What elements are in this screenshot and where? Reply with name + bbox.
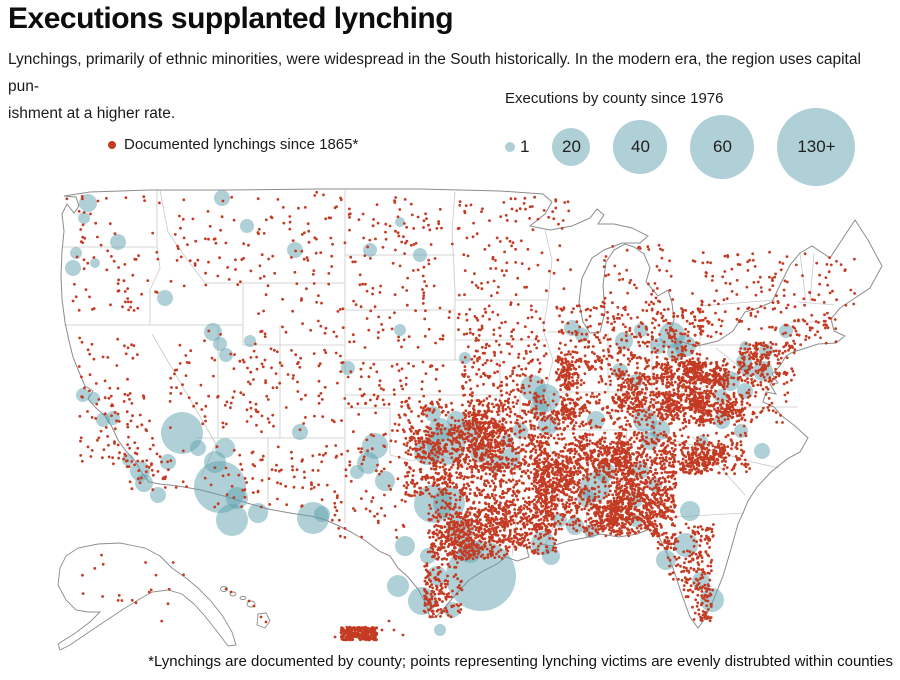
lynchings-legend: Documented lynchings since 1865*: [108, 136, 358, 153]
lynchings-legend-label: Documented lynchings since 1865*: [124, 136, 359, 153]
execution-legend-item: 130+: [777, 108, 856, 186]
execution-legend-label: 1: [520, 137, 530, 156]
execution-legend-circle: [613, 120, 668, 174]
executions-legend-title: Executions by county since 1976: [505, 90, 724, 107]
execution-legend-circle: [690, 115, 755, 179]
lynching-dot-swatch-icon: [108, 140, 116, 149]
execution-legend-item: 20: [552, 128, 591, 166]
subtitle: Lynchings, primarily of ethnic minoritie…: [8, 46, 896, 127]
execution-legend-label: 60: [713, 137, 732, 156]
execution-legend-label: 130+: [797, 137, 836, 156]
coastline-outline: [60, 188, 883, 629]
hawaii-islands: [220, 586, 271, 629]
footnote: *Lynchings are documented by county; poi…: [148, 653, 893, 670]
execution-legend-item: 40: [613, 120, 668, 174]
execution-legend-circle: [777, 108, 856, 186]
lynching-dots-layer: [65, 190, 856, 642]
execution-legend-circle: [505, 142, 515, 152]
subtitle-line-2: ishment at a higher rate.: [8, 105, 176, 122]
subtitle-line-1: Lynchings, primarily of ethnic minoritie…: [8, 51, 861, 95]
executions-legend: Executions by county since 1976 1 20 40 60 1…: [505, 90, 856, 187]
execution-legend-label: 20: [562, 137, 581, 156]
executions-legend-items: 1 20 40 60 130+: [505, 107, 856, 187]
page-title: Executions supplanted lynching: [8, 2, 454, 35]
execution-legend-item: 1: [505, 137, 529, 157]
execution-legend-item: 60: [690, 115, 755, 179]
execution-legend-circle: [552, 128, 591, 166]
execution-legend-label: 40: [631, 137, 650, 156]
alaska-outline: [57, 542, 237, 651]
